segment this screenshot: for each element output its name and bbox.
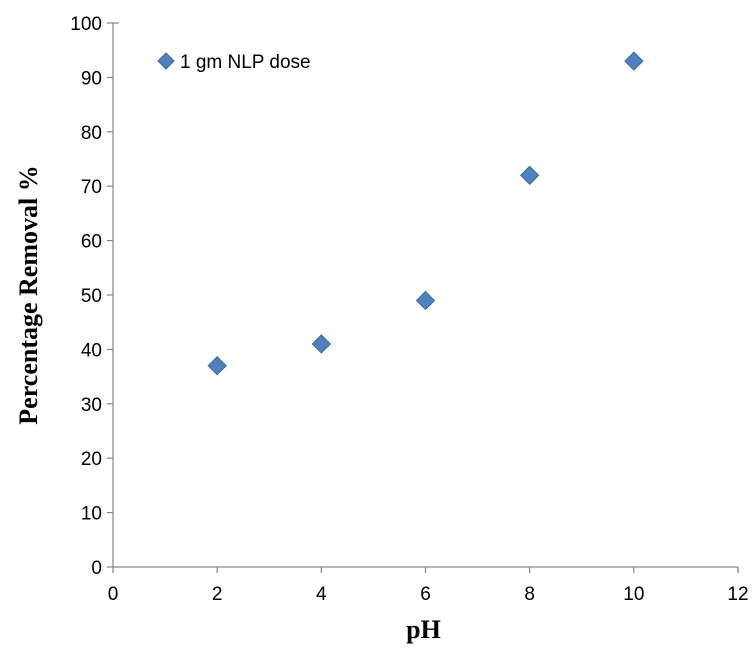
x-axis-tick-labels: 0 2 4 6 8 10 12 bbox=[108, 584, 749, 605]
legend: 1 gm NLP dose bbox=[157, 52, 311, 73]
x-tick-label: 10 bbox=[623, 584, 644, 605]
x-tick-label: 0 bbox=[108, 584, 119, 605]
x-tick-label: 4 bbox=[316, 584, 327, 605]
y-tick-label: 50 bbox=[81, 286, 102, 307]
legend-label: 1 gm NLP dose bbox=[180, 52, 311, 73]
x-axis-ticks bbox=[112, 567, 739, 573]
x-tick-label: 6 bbox=[420, 584, 431, 605]
y-axis-title: Percentage Removal % bbox=[14, 165, 43, 424]
legend-marker-diamond bbox=[157, 52, 175, 70]
data-point-0-1 bbox=[311, 334, 332, 354]
y-tick-label: 40 bbox=[81, 340, 102, 361]
y-tick-label: 100 bbox=[70, 14, 102, 35]
y-tick-label: 30 bbox=[81, 395, 102, 416]
y-axis-ticks bbox=[107, 22, 113, 568]
y-axis-tick-labels: 0 10 20 30 40 50 60 70 80 90 100 bbox=[70, 14, 102, 579]
data-point-0-2 bbox=[415, 290, 436, 311]
y-tick-label: 20 bbox=[81, 449, 102, 470]
x-tick-label: 8 bbox=[524, 584, 535, 605]
y-tick-label: 60 bbox=[81, 232, 102, 253]
y-tick-label: 10 bbox=[81, 504, 102, 525]
data-point-0-3 bbox=[519, 165, 540, 186]
data-point-0-0 bbox=[207, 356, 227, 376]
y-tick-label: 90 bbox=[81, 68, 102, 89]
data-points bbox=[207, 51, 644, 376]
y-tick-label: 70 bbox=[81, 177, 102, 198]
y-tick-label: 80 bbox=[81, 123, 102, 144]
x-axis-title: pH bbox=[406, 615, 441, 644]
x-tick-label: 12 bbox=[727, 584, 748, 605]
x-tick-label: 2 bbox=[212, 584, 223, 605]
y-tick-label: 0 bbox=[91, 558, 102, 579]
data-point-0-4 bbox=[624, 51, 644, 71]
